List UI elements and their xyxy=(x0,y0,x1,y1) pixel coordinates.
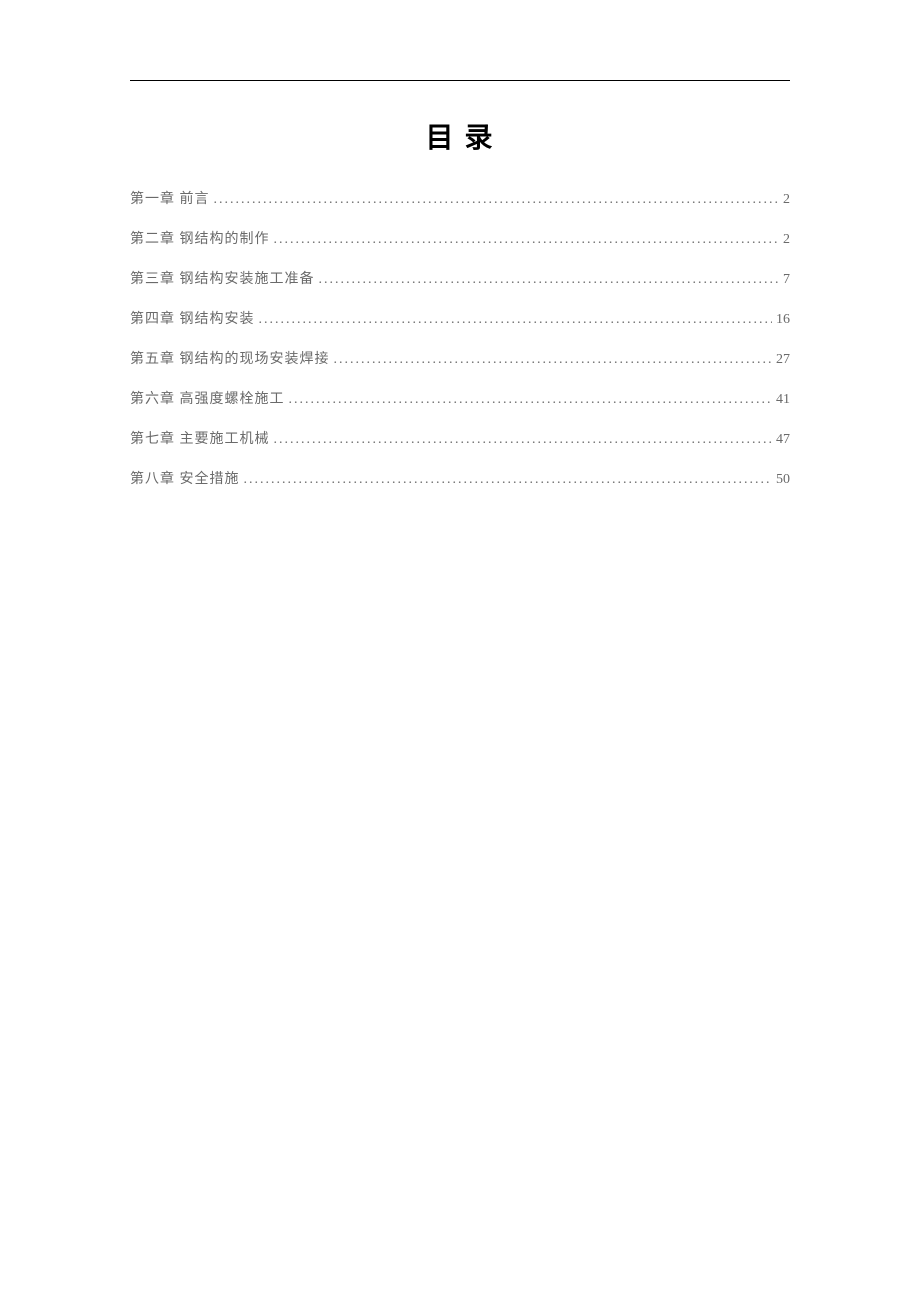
toc-entry-label: 第四章 钢结构安装 xyxy=(130,308,255,328)
toc-entry-page: 2 xyxy=(783,192,790,208)
toc-entry-page: 2 xyxy=(783,232,790,248)
toc-entry-label: 第三章 钢结构安装施工准备 xyxy=(130,268,315,288)
toc-entry: 第二章 钢结构的制作 2 xyxy=(130,228,790,248)
toc-entry: 第八章 安全措施 50 xyxy=(130,468,790,488)
toc-leader-dots xyxy=(214,192,780,208)
toc-entry-page: 7 xyxy=(783,272,790,288)
toc-entry-page: 50 xyxy=(776,472,790,488)
toc-entry: 第四章 钢结构安装 16 xyxy=(130,308,790,328)
toc-title: 目 录 xyxy=(130,116,790,156)
toc-entry-label: 第六章 高强度螺栓施工 xyxy=(130,388,285,408)
toc-leader-dots xyxy=(319,272,780,288)
toc-entry-label: 第八章 安全措施 xyxy=(130,468,240,488)
toc-entry: 第一章 前言 2 xyxy=(130,188,790,208)
toc-entry-page: 47 xyxy=(776,432,790,448)
document-page: 目 录 第一章 前言 2 第二章 钢结构的制作 2 第三章 钢结构安装施工准备 … xyxy=(0,0,920,488)
toc-entry: 第三章 钢结构安装施工准备 7 xyxy=(130,268,790,288)
toc-leader-dots xyxy=(289,392,773,408)
toc-entry: 第七章 主要施工机械 47 xyxy=(130,428,790,448)
header-rule xyxy=(130,80,790,81)
toc-leader-dots xyxy=(244,472,773,488)
toc-entry-label: 第二章 钢结构的制作 xyxy=(130,228,270,248)
toc-entry-label: 第一章 前言 xyxy=(130,188,210,208)
toc-entry: 第六章 高强度螺栓施工 41 xyxy=(130,388,790,408)
toc-entry-label: 第五章 钢结构的现场安装焊接 xyxy=(130,348,330,368)
toc-entry-page: 41 xyxy=(776,392,790,408)
toc-list: 第一章 前言 2 第二章 钢结构的制作 2 第三章 钢结构安装施工准备 7 第四… xyxy=(130,188,790,488)
toc-entry-page: 27 xyxy=(776,352,790,368)
toc-entry-label: 第七章 主要施工机械 xyxy=(130,428,270,448)
toc-leader-dots xyxy=(259,312,773,328)
toc-leader-dots xyxy=(274,232,780,248)
toc-leader-dots xyxy=(274,432,773,448)
toc-entry: 第五章 钢结构的现场安装焊接 27 xyxy=(130,348,790,368)
toc-entry-page: 16 xyxy=(776,312,790,328)
toc-leader-dots xyxy=(334,352,773,368)
